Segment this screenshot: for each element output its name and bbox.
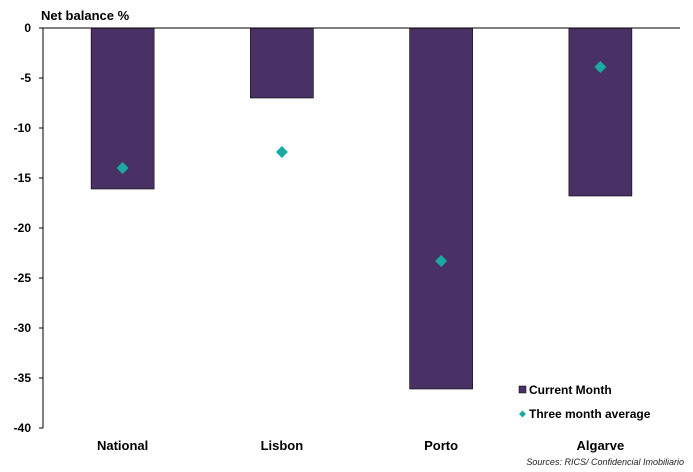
bar-porto — [409, 27, 473, 390]
legend-label-current-month: Current Month — [529, 383, 612, 397]
category-label: Algarve — [577, 438, 625, 453]
y-tick-label: -40 — [14, 421, 32, 435]
y-tick-label: -30 — [14, 321, 32, 335]
marker-lisbon — [275, 146, 288, 158]
marker-algarve — [594, 61, 607, 73]
category-label: Porto — [424, 438, 458, 453]
category-label: National — [97, 438, 148, 453]
markers-group — [116, 61, 607, 267]
y-axis-title: Net balance % — [41, 8, 130, 23]
marker-national — [116, 162, 129, 174]
y-tick-label: -20 — [14, 221, 32, 235]
legend-swatch-three-month-average — [519, 410, 526, 418]
bar-lisbon — [250, 27, 314, 99]
y-tick-label: -25 — [14, 271, 32, 285]
y-tick-label: -10 — [14, 121, 32, 135]
marker-porto — [435, 255, 448, 267]
y-tick-label: -15 — [14, 171, 32, 185]
source-note: Sources: RICS/ Confidencial Imobiliario — [526, 457, 684, 467]
y-tick-label: -35 — [14, 371, 32, 385]
bar-algarve — [568, 27, 633, 197]
legend-label-three-month-average: Three month average — [529, 407, 651, 421]
y-tick-label: -5 — [20, 71, 31, 85]
bars-group — [90, 27, 633, 390]
legend-swatch-current-month — [518, 385, 527, 394]
axes-group: 0 -5 -10 -15 -20 -25 -30 -35 -40 National Lisbon Po… — [14, 21, 680, 453]
category-label: Lisbon — [261, 438, 304, 453]
y-tick-label: 0 — [24, 21, 31, 35]
legend: Current Month Three month average — [518, 383, 651, 421]
